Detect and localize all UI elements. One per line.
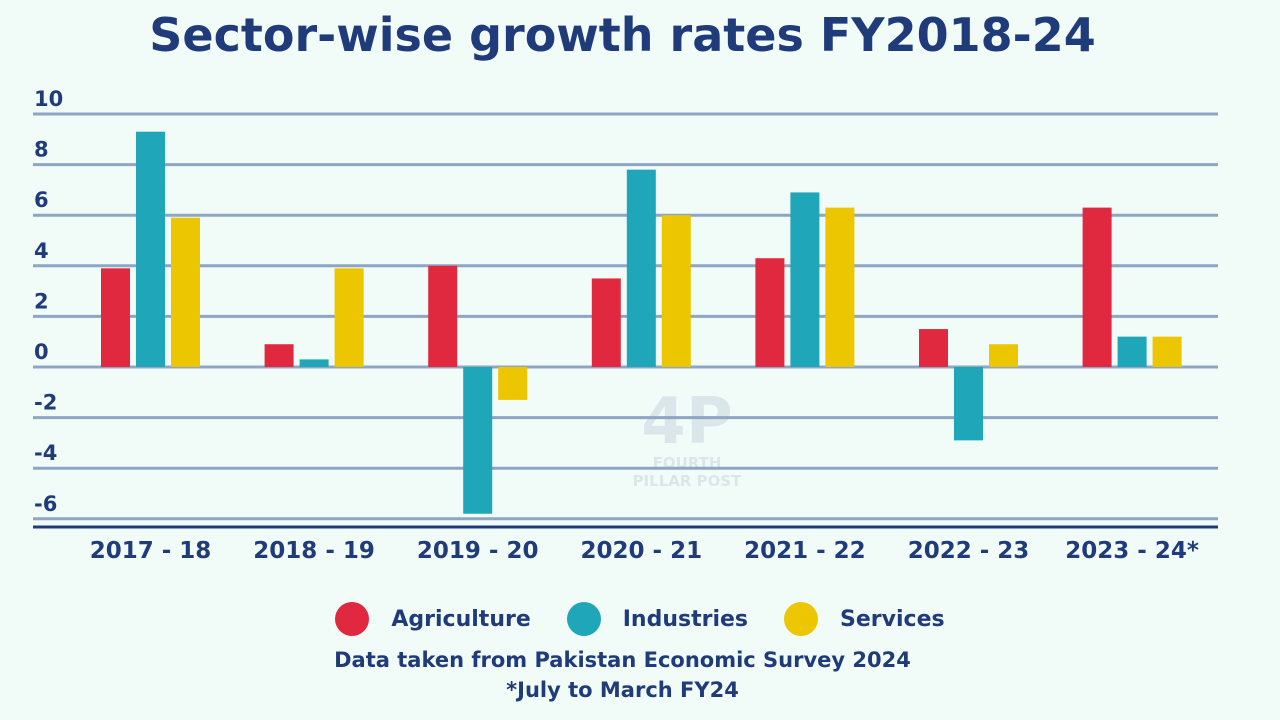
bar-services-1 [334, 268, 364, 367]
y-tick-label: -2 [34, 391, 57, 415]
bar-services-6 [1152, 336, 1182, 367]
legend-swatch-agriculture [335, 602, 370, 636]
legend: Agriculture Industries Services [0, 602, 1280, 636]
chart-title: Sector-wise growth rates FY2018-24 [149, 8, 1096, 62]
y-tick-label: -4 [34, 441, 57, 465]
x-tick-label: 2021 - 22 [744, 538, 866, 564]
legend-item-agriculture: Agriculture [335, 602, 531, 636]
bar-services-4 [825, 207, 855, 367]
watermark-icon: 4P [641, 385, 733, 459]
legend-swatch-services [784, 602, 819, 636]
bar-industries-0 [136, 131, 165, 367]
y-tick-label: -6 [34, 492, 57, 516]
bar-chart: 10 8 6 4 2 0 -2 -4 -6 2017 - 18 2018 - 19 2019 - 2… [33, 87, 1218, 564]
bar-industries-4 [790, 192, 820, 367]
x-tick-label: 2019 - 20 [417, 538, 539, 564]
x-tick-label: 2023 - 24* [1065, 538, 1199, 564]
bar-agriculture-1 [264, 344, 294, 367]
y-tick-label: 2 [34, 289, 49, 313]
bar-industries-6 [1117, 336, 1147, 367]
y-tick-label: 6 [34, 188, 49, 212]
x-tick-label: 2020 - 21 [581, 538, 703, 564]
bar-agriculture-6 [1082, 207, 1112, 367]
grid-lines [33, 112, 1218, 529]
y-tick-label: 0 [34, 340, 49, 364]
bar-services-0 [171, 217, 200, 367]
bar-agriculture-4 [755, 258, 785, 367]
legend-label: Services [840, 606, 945, 632]
watermark-logo: 4P FOURTH PILLAR POST [632, 390, 742, 490]
legend-item-services: Services [784, 602, 945, 636]
legend-label: Agriculture [391, 606, 531, 632]
bar-agriculture-5 [919, 329, 948, 367]
bar-services-3 [661, 215, 691, 367]
y-tick-label: 4 [34, 239, 49, 263]
bar-agriculture-3 [591, 278, 621, 367]
bar-agriculture-2 [428, 265, 458, 367]
source-note: Data taken from Pakistan Economic Survey… [334, 648, 911, 672]
footnote: *July to March FY24 [506, 678, 739, 702]
x-axis-categories: 2017 - 18 2018 - 19 2019 - 20 2020 - 21 2021… [90, 538, 1199, 564]
legend-label: Industries [622, 606, 749, 632]
bar-industries-5 [954, 367, 983, 441]
bar-agriculture-0 [101, 268, 130, 367]
legend-item-industries: Industries [566, 602, 749, 636]
bar-industries-2 [463, 367, 493, 514]
bar-industries-1 [299, 359, 329, 367]
y-tick-label: 8 [34, 138, 49, 162]
bars [101, 131, 1182, 514]
x-tick-label: 2022 - 23 [908, 538, 1030, 564]
legend-swatch-industries [566, 602, 601, 636]
x-tick-label: 2018 - 19 [253, 538, 375, 564]
bar-industries-3 [626, 169, 656, 367]
y-axis-ticks: 10 8 6 4 2 0 -2 -4 -6 [34, 87, 63, 516]
watermark-line2: PILLAR POST [632, 472, 742, 490]
bar-services-5 [989, 344, 1018, 367]
x-tick-label: 2017 - 18 [90, 538, 212, 564]
y-tick-label: 10 [34, 87, 63, 111]
bar-services-2 [498, 367, 528, 400]
